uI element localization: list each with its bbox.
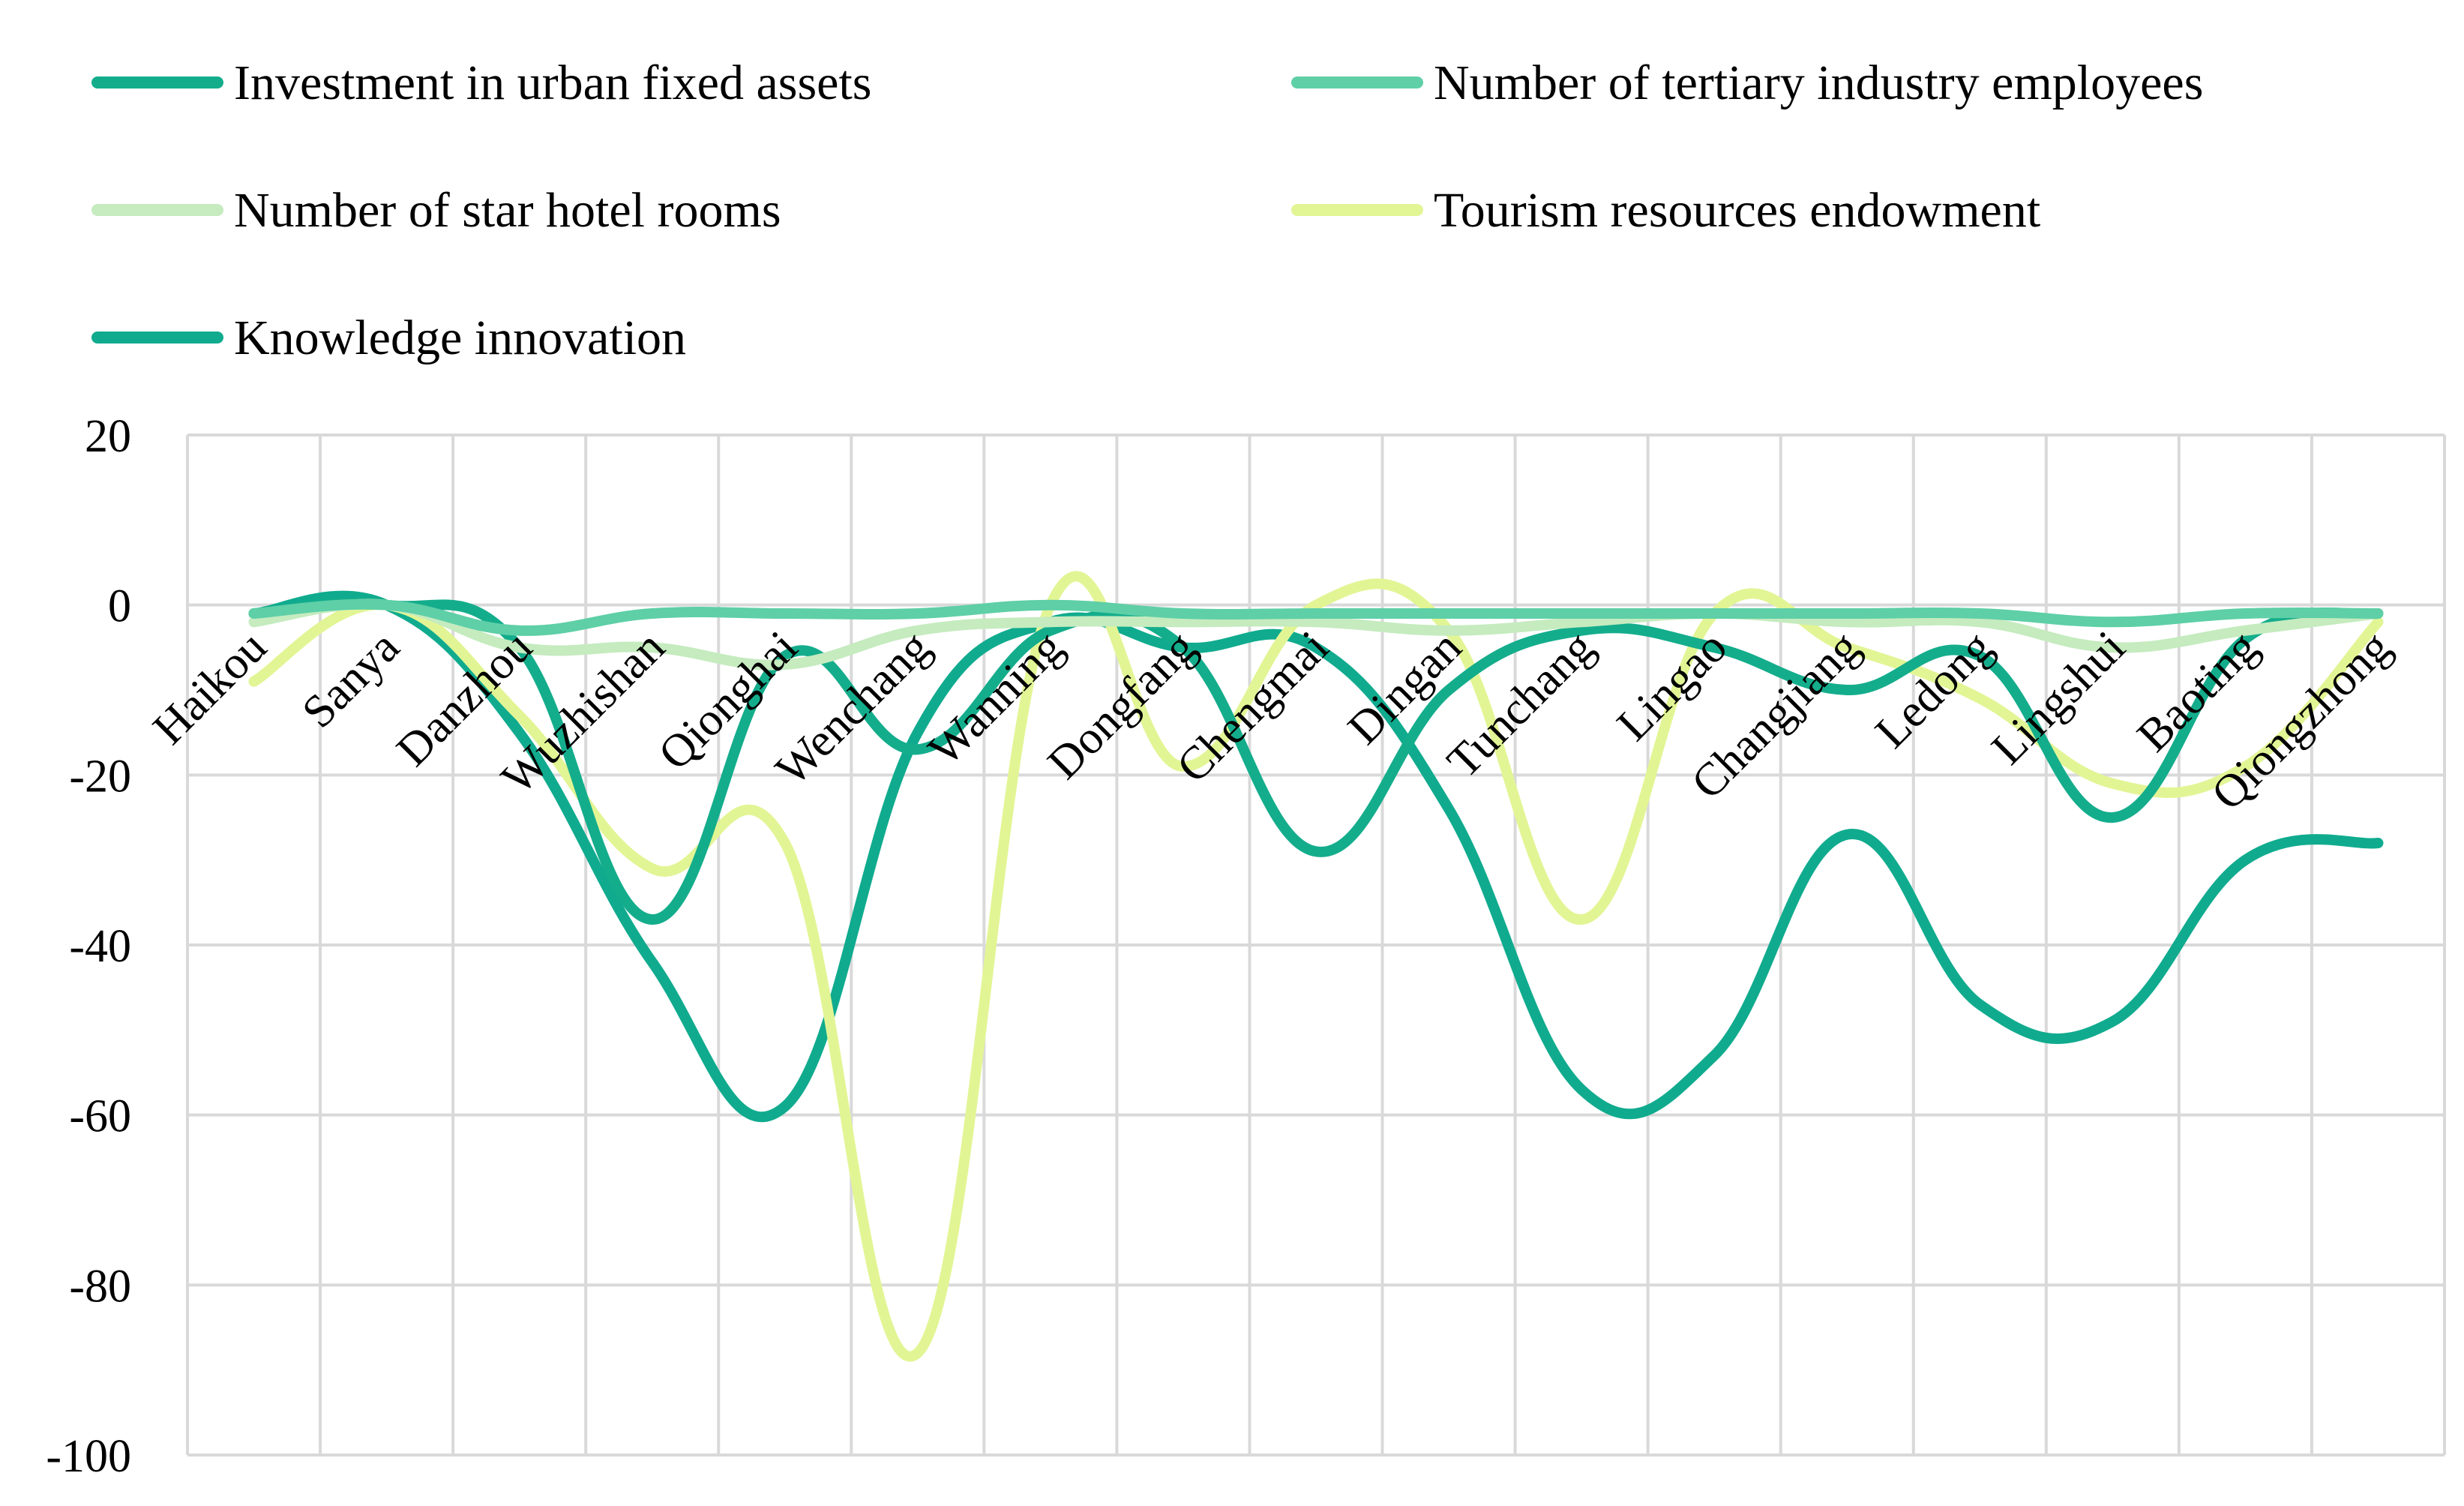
series-line-tourism-resources-endowment bbox=[248, 571, 2384, 1362]
y-tick-label: 20 bbox=[85, 411, 131, 462]
legend-label: Tourism resources endowment bbox=[1434, 183, 2040, 238]
legend-label: Knowledge innovation bbox=[234, 310, 686, 365]
y-tick-label: 0 bbox=[108, 581, 131, 632]
y-tick-label: -60 bbox=[69, 1091, 131, 1142]
y-axis-ticks: 20 0 -20 -40 -60 -80 -100 bbox=[46, 411, 131, 1482]
y-tick-label: -80 bbox=[69, 1261, 131, 1312]
legend: Investment in urban fixed assets Number o… bbox=[91, 56, 2203, 365]
legend-label: Investment in urban fixed assets bbox=[234, 56, 871, 110]
legend-label: Number of star hotel rooms bbox=[234, 183, 781, 238]
series-line-knowledge-innovation bbox=[248, 590, 2384, 1123]
y-tick-label: -20 bbox=[69, 751, 131, 802]
series-line-number-of-tertiary-industry-employees bbox=[248, 598, 2384, 636]
series-lines bbox=[248, 571, 2384, 1362]
series-line-investment-in-urban-fixed-assets bbox=[248, 598, 2384, 926]
y-tick-label: -100 bbox=[46, 1431, 131, 1482]
y-tick-label: -40 bbox=[69, 921, 131, 972]
legend-label: Number of tertiary industry employees bbox=[1434, 56, 2203, 110]
series-line-number-of-star-hotel-rooms bbox=[248, 598, 2384, 670]
